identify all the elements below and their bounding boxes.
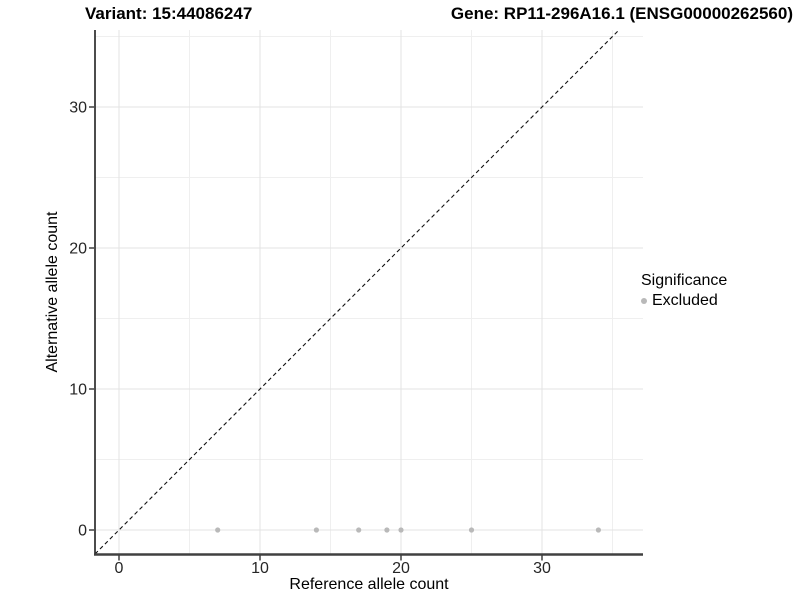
y-tick-label: 0 (78, 523, 87, 540)
legend-point-icon (641, 298, 647, 304)
data-point (313, 527, 319, 533)
y-tick-label: 20 (69, 241, 87, 258)
y-tick-label: 30 (69, 100, 87, 117)
identity-line (94, 29, 620, 555)
data-point (356, 527, 362, 533)
data-point (468, 527, 475, 533)
x-tick-label: 0 (115, 560, 124, 577)
legend-title: Significance (641, 272, 728, 289)
x-tick-label: 20 (392, 560, 410, 577)
x-tick-label: 10 (251, 560, 269, 577)
variant-title: Variant: 15:44086247 (85, 4, 253, 23)
data-point (215, 527, 221, 533)
legend-item-excluded: Excluded (641, 292, 727, 310)
x-axis-title: Reference allele count (289, 576, 449, 593)
x-tick-label: 30 (533, 560, 551, 577)
y-axis-title: Alternative allele count (44, 211, 61, 373)
legend: Significance Excluded (641, 272, 727, 310)
y-tick-label: 10 (69, 382, 87, 399)
legend-item-label: Excluded (652, 292, 718, 309)
data-point (384, 527, 390, 533)
data-point (398, 527, 404, 533)
gene-title: Gene: RP11-296A16.1 (ENSG00000262560) (450, 4, 793, 23)
data-point (595, 527, 602, 533)
